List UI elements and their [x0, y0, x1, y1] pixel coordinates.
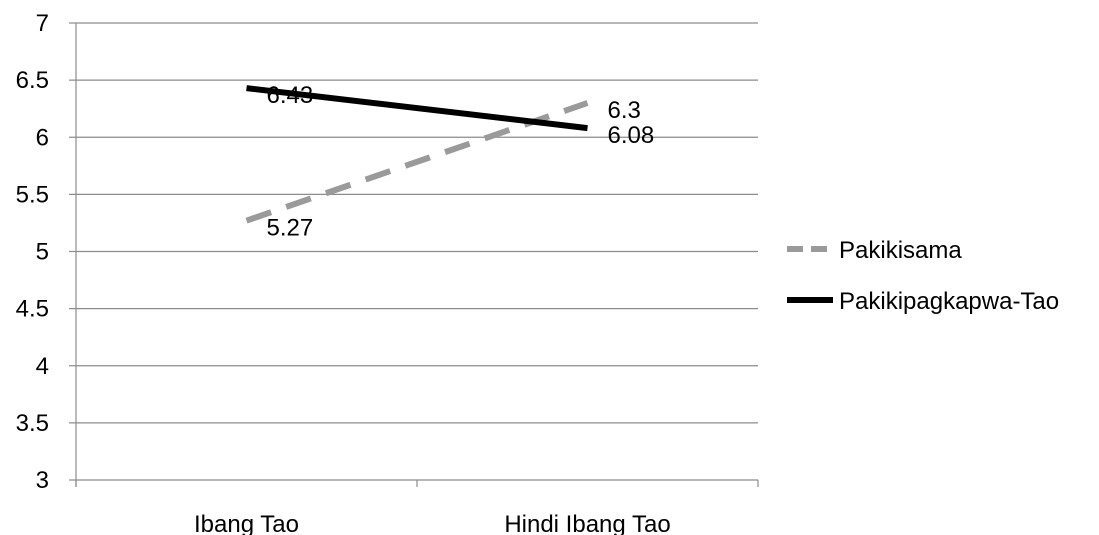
data-labels: 5.27 6.3 6.43 6.08	[267, 82, 655, 242]
y-tick-label: 6	[36, 124, 49, 151]
y-tick-label: 7	[36, 10, 49, 37]
y-tick-label: 5	[36, 239, 49, 266]
y-axis-ticks: 3 3.5 4 4.5 5 5.5 6 6.5 7	[16, 10, 49, 494]
legend-label: Pakikisama	[839, 237, 962, 264]
legend: Pakikisama Pakikipagkapwa-Tao	[787, 237, 1059, 315]
x-tick-label: Ibang Tao	[194, 511, 299, 535]
legend-label: Pakikipagkapwa-Tao	[839, 288, 1059, 315]
data-label: 5.27	[267, 215, 314, 242]
data-label: 6.08	[608, 122, 655, 149]
y-tick-label: 4.5	[16, 296, 49, 323]
x-axis: Ibang Tao Hindi Ibang Tao	[75, 23, 759, 535]
series-line-1	[246, 85, 588, 132]
gridlines	[69, 22, 758, 481]
series-lines	[245, 85, 589, 224]
x-tick-label: Hindi Ibang Tao	[504, 511, 670, 535]
y-tick-label: 5.5	[16, 181, 49, 208]
data-label: 6.43	[267, 82, 314, 109]
y-tick-label: 3	[36, 467, 49, 494]
y-tick-label: 4	[36, 353, 49, 380]
data-label: 6.3	[608, 97, 641, 124]
y-tick-label: 6.5	[16, 67, 49, 94]
y-tick-label: 3.5	[16, 410, 49, 437]
